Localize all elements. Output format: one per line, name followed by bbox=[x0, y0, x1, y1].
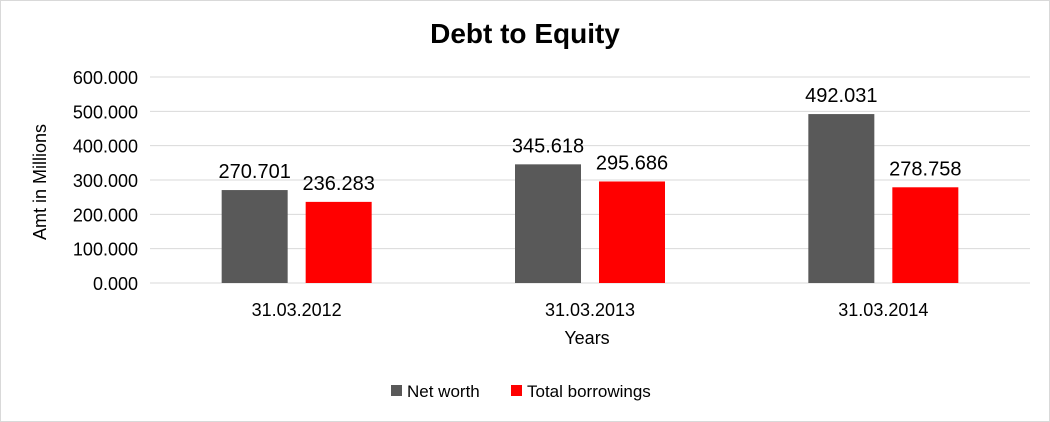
y-axis-ticks: 0.000 100.000 200.000 300.000 400.000 500.000… bbox=[73, 68, 138, 294]
y-tick-label: 600.000 bbox=[73, 68, 138, 88]
bar-total-borrowings bbox=[892, 187, 959, 283]
legend-label: Net worth bbox=[407, 382, 480, 401]
bar-net-worth bbox=[808, 114, 875, 283]
x-axis-label: Years bbox=[564, 328, 609, 348]
data-label: 278.758 bbox=[889, 158, 961, 180]
bar-net-worth bbox=[221, 190, 288, 283]
bars bbox=[221, 114, 959, 283]
data-label: 492.031 bbox=[805, 85, 877, 107]
x-axis-ticks: 31.03.2012 31.03.2013 31.03.2014 bbox=[252, 300, 929, 320]
bar-total-borrowings bbox=[305, 201, 372, 283]
y-axis-label: Amt in Millions bbox=[30, 124, 50, 240]
y-tick-label: 300.000 bbox=[73, 171, 138, 191]
y-tick-label: 100.000 bbox=[73, 240, 138, 260]
chart-title: Debt to Equity bbox=[430, 18, 620, 49]
legend-swatch bbox=[511, 385, 522, 396]
data-label: 236.283 bbox=[303, 173, 375, 195]
y-tick-label: 500.000 bbox=[73, 102, 138, 122]
bar-net-worth bbox=[515, 164, 581, 283]
data-labels: 270.701 236.283 345.618 295.686 492.031 278.7… bbox=[219, 85, 962, 195]
data-label: 270.701 bbox=[219, 161, 291, 183]
x-tick-label: 31.03.2013 bbox=[545, 300, 635, 320]
legend-label: Total borrowings bbox=[527, 382, 651, 401]
legend: Net worth Total borrowings bbox=[391, 382, 651, 401]
data-label: 295.686 bbox=[596, 152, 668, 174]
y-tick-label: 400.000 bbox=[73, 137, 138, 157]
x-tick-label: 31.03.2012 bbox=[252, 300, 342, 320]
x-tick-label: 31.03.2014 bbox=[838, 300, 928, 320]
y-tick-label: 0.000 bbox=[93, 274, 138, 294]
data-label: 345.618 bbox=[512, 135, 584, 157]
legend-swatch bbox=[391, 385, 402, 396]
gridlines bbox=[150, 76, 1030, 284]
bar-total-borrowings bbox=[599, 181, 665, 283]
y-tick-label: 200.000 bbox=[73, 205, 138, 225]
